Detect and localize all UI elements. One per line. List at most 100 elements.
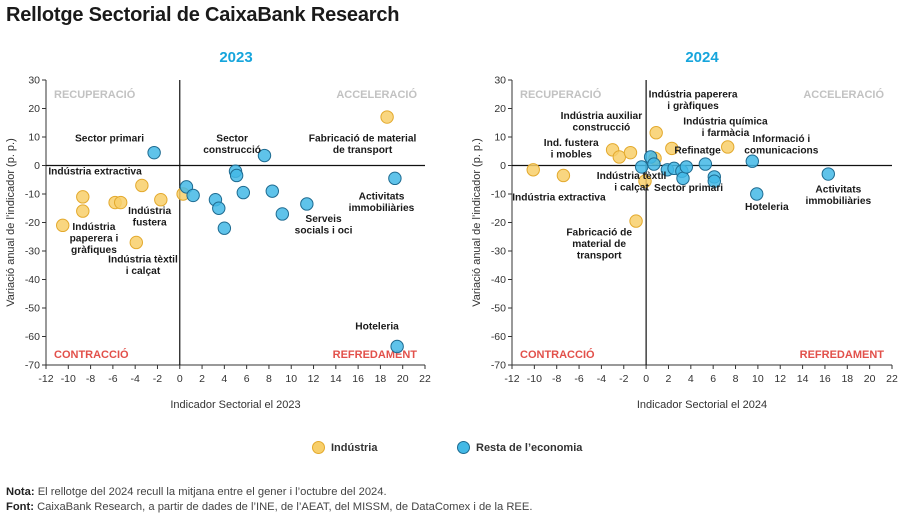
x-tick-label: 22 [419,373,431,385]
point-resta [229,168,244,183]
x-tick-label: -4 [131,373,140,385]
x-tick-label: 14 [797,373,809,385]
point-resta [300,197,314,211]
footnotes: Nota: El rellotge del 2024 recull la mit… [6,485,532,515]
annotation-line: Informació i [752,134,810,145]
annotation-line: Activitats [359,192,405,203]
legend-label-industria: Indústria [331,441,378,454]
point-resta [265,184,279,198]
annotation-line: i farmàcia [702,128,750,139]
point-industria [649,126,663,140]
annotation-label: Indústria tèxtil i calçat [597,171,667,194]
page-title: Rellotge Sectorial de CaixaBank Research [6,4,400,26]
point-resta [647,157,661,171]
x-tick-label: 12 [308,373,320,385]
y-tick-label: -20 [491,217,506,229]
annotation-line: transport [577,250,622,261]
y-tick-label: 10 [28,132,40,144]
point-resta [390,339,404,354]
annotation-label: Indústria química i farmàcia [683,117,768,139]
x-tick-label: -8 [552,373,561,385]
x-tick-label: -10 [61,373,76,385]
y-tick-label: -40 [491,274,506,286]
point-industria [623,145,638,160]
annotation-line: i calçat [614,182,649,193]
point-industria [612,150,626,164]
x-tick-label: 16 [819,373,831,385]
legend: Indústria Resta de l’economia [0,441,900,461]
legend-item-industria: Indústria [312,441,377,454]
point-industria [556,168,571,183]
quadrant-label-refredament: REFREDAMENT [333,349,418,361]
annotation-line: paperera i [70,234,119,245]
annotation-label: Indústria paperera i gràfiques [649,90,738,113]
annotation-line: Activitats [815,185,861,196]
point-resta [257,148,272,163]
x-tick-label: 14 [330,373,342,385]
annotation-line: Sector primari [654,183,723,194]
y-axis-label: Variació anual de l’indicador (p. p.) [5,138,17,307]
annotation-line: Fabricació de material [309,133,417,144]
x-tick-label: -2 [619,373,628,385]
point-industria [638,174,652,188]
x-tick-label: 20 [864,373,876,385]
chart-title: 2024 [685,49,719,66]
note-text: El rellotge del 2024 recull la mitjana e… [37,486,387,498]
annotation-line: gràfiques [71,245,117,256]
annotation-label: Indústria extractiva [512,193,606,204]
x-tick-label: 10 [752,373,764,385]
x-axis-label: Indicador Sectorial el 2023 [170,399,300,411]
point-industria [135,178,149,193]
annotation-line: Hoteleria [745,202,789,213]
point-resta [679,160,694,174]
x-tick-label: 2 [199,373,205,385]
annotation-line: i calçat [126,266,161,277]
y-tick-label: 0 [34,160,40,172]
annotation-label: Indústria paperera i gràfiques [70,222,119,256]
x-tick-label: -12 [504,373,519,385]
y-tick-label: -70 [25,360,40,372]
point-resta [698,157,713,171]
annotation-line: material de [572,239,626,250]
source-line: Font: CaixaBank Research, a partir de da… [6,500,532,515]
quadrant-label-acceleracio: ACCELERACIÓ [336,88,417,101]
point-resta [217,221,232,235]
annotation-label: Refinatge [674,146,721,157]
y-tick-label: -50 [491,303,506,315]
point-resta [236,185,251,200]
x-tick-label: 18 [375,373,387,385]
x-tick-label: -4 [597,373,606,385]
annotation-line: i gràfiques [667,101,719,112]
y-tick-label: -10 [25,189,40,201]
x-tick-label: 6 [244,373,250,385]
y-axis-label: Variació anual de l’indicador (p. p.) [471,138,483,307]
annotation-label: Sector construcció [203,133,261,156]
point-industria [129,235,143,250]
point-resta [707,174,721,188]
point-industria [526,163,540,177]
x-tick-label: 8 [266,373,272,385]
annotation-line: de transport [333,145,393,156]
y-tick-label: -70 [491,360,506,372]
point-industria [380,110,394,124]
x-tick-label: 2 [666,373,672,385]
y-tick-label: 30 [494,75,506,87]
x-tick-label: 22 [886,373,898,385]
annotation-line: i mobles [551,150,593,161]
chart-title: 2023 [219,49,252,66]
x-tick-label: 20 [397,373,409,385]
x-axis-label: Indicador Sectorial el 2024 [637,399,767,411]
point-resta [147,145,161,160]
y-tick-label: -20 [25,217,40,229]
quadrant-label-contraccio: CONTRACCIÓ [54,348,129,361]
annotation-line: immobiliàries [806,196,872,207]
annotation-label: Fabricació de material de transport [309,133,417,156]
annotation-line: immobiliàries [349,203,415,214]
y-tick-label: -30 [491,246,506,258]
annotation-label: Sector primari [75,133,144,144]
x-tick-label: 16 [352,373,364,385]
annotation-line: construcció [203,145,261,156]
point-resta [745,154,759,168]
legend-dot-industria-icon [312,441,325,454]
